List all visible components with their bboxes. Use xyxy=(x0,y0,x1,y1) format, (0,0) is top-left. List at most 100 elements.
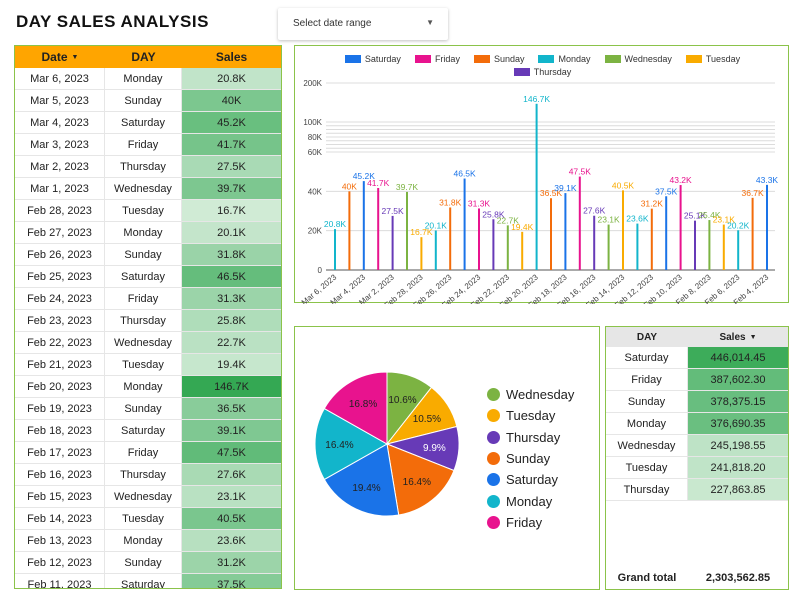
legend-item-saturday[interactable]: Saturday xyxy=(344,54,401,64)
bar[interactable] xyxy=(722,224,725,270)
legend-item-thursday[interactable]: Thursday xyxy=(513,67,571,77)
sales-cell: 23.1K xyxy=(182,486,281,507)
bar[interactable] xyxy=(550,198,552,270)
day-cell: Thursday xyxy=(105,464,182,485)
bar[interactable] xyxy=(665,196,668,270)
legend-swatch xyxy=(473,54,490,63)
legend-item-tuesday[interactable]: Tuesday xyxy=(487,405,574,426)
sales-cell: 46.5K xyxy=(182,266,281,287)
sales-cell: 245,198.55 xyxy=(688,435,788,456)
legend-item-tuesday[interactable]: Tuesday xyxy=(685,54,740,64)
sales-cell: 25.8K xyxy=(182,310,281,331)
table-row: Wednesday 245,198.55 xyxy=(606,435,788,457)
pie-slice-friday[interactable] xyxy=(323,371,388,445)
sales-cell: 446,014.45 xyxy=(688,347,788,368)
table-row: Mar 1, 2023 Wednesday 39.7K xyxy=(15,178,281,200)
day-cell: Sunday xyxy=(105,90,182,111)
bar[interactable] xyxy=(607,224,610,270)
column-header-day[interactable]: DAY xyxy=(131,50,156,64)
pie-slice-monday[interactable] xyxy=(314,407,389,481)
bar[interactable] xyxy=(708,220,711,270)
bar[interactable] xyxy=(521,231,524,270)
bar[interactable] xyxy=(391,215,394,270)
column-header-date[interactable]: Date ▼ xyxy=(15,46,105,68)
bar[interactable] xyxy=(362,181,365,270)
bar[interactable] xyxy=(694,220,696,270)
pie-slice-saturday[interactable] xyxy=(323,443,400,517)
day-cell: Wednesday xyxy=(105,178,182,199)
date-range-dropdown[interactable]: Select date range ▼ xyxy=(278,8,448,40)
sales-cell: 27.5K xyxy=(182,156,281,177)
legend-item-wednesday[interactable]: Wednesday xyxy=(487,384,574,405)
bar[interactable] xyxy=(650,208,653,270)
day-cell: Monday xyxy=(105,68,182,89)
legend-item-friday[interactable]: Friday xyxy=(487,512,574,533)
legend-dot xyxy=(487,430,500,444)
pie-slice-sunday[interactable] xyxy=(386,443,455,516)
bar[interactable] xyxy=(593,215,596,270)
bar-data-label: 23.6K xyxy=(626,214,649,224)
legend-item-friday[interactable]: Friday xyxy=(414,54,460,64)
column-header-sales[interactable]: Sales xyxy=(215,50,248,64)
table-row: Mar 6, 2023 Monday 20.8K xyxy=(15,68,281,90)
legend-dot xyxy=(487,388,500,402)
bar[interactable] xyxy=(420,237,423,270)
date-cell: Feb 18, 2023 xyxy=(15,420,105,441)
bar[interactable] xyxy=(737,230,740,270)
bar[interactable] xyxy=(751,197,754,270)
legend-dot xyxy=(487,515,500,529)
bar[interactable] xyxy=(492,219,495,270)
bar[interactable] xyxy=(478,208,480,270)
bar[interactable] xyxy=(334,229,336,270)
bar-data-label: 25.4K xyxy=(698,210,721,220)
bar-data-label: 41.7K xyxy=(367,178,390,188)
table-row: Feb 18, 2023 Saturday 39.1K xyxy=(15,420,281,442)
column-header-day[interactable]: DAY xyxy=(636,331,658,343)
legend-item-monday[interactable]: Monday xyxy=(487,490,574,511)
column-header-sales[interactable]: Sales ▼ xyxy=(688,327,788,347)
legend-item-wednesday[interactable]: Wednesday xyxy=(604,53,672,64)
bar[interactable] xyxy=(449,207,452,270)
sales-cell: 376,690.35 xyxy=(688,413,788,434)
bar[interactable] xyxy=(564,193,567,270)
bar[interactable] xyxy=(636,223,639,270)
legend-row: Thursday xyxy=(295,65,790,78)
table-row: Thursday 227,863.85 xyxy=(606,479,788,501)
sales-cell: 20.8K xyxy=(182,68,281,89)
date-cell: Mar 1, 2023 xyxy=(15,178,105,199)
bar[interactable] xyxy=(679,185,682,270)
y-tick-label: 40K xyxy=(308,187,323,196)
bar[interactable] xyxy=(535,103,538,270)
bar-data-label: 47.5K xyxy=(569,167,592,177)
table-row: Feb 13, 2023 Monday 23.6K xyxy=(15,530,281,552)
column-header-date-label: Date xyxy=(41,50,68,64)
sales-cell: 23.6K xyxy=(182,530,281,551)
bar-data-label: 31.3K xyxy=(468,198,491,208)
bar[interactable] xyxy=(406,191,408,270)
date-range-label: Select date range xyxy=(293,18,372,29)
table-row: Mar 4, 2023 Saturday 45.2K xyxy=(15,112,281,134)
bar[interactable] xyxy=(434,230,437,270)
table-row: Feb 19, 2023 Sunday 36.5K xyxy=(15,398,281,420)
legend-label: Wednesday xyxy=(624,53,672,64)
legend-item-thursday[interactable]: Thursday xyxy=(487,427,574,448)
legend-item-saturday[interactable]: Saturday xyxy=(487,469,574,490)
bar[interactable] xyxy=(463,178,466,270)
legend-item-sunday[interactable]: Sunday xyxy=(473,54,524,64)
date-cell: Feb 28, 2023 xyxy=(15,200,105,221)
bar[interactable] xyxy=(766,184,768,270)
grand-total-row: Grand total 2,303,562.85 xyxy=(606,572,788,584)
table-row: Feb 11, 2023 Saturday 37.5K xyxy=(15,574,281,588)
legend-item-monday[interactable]: Monday xyxy=(538,54,591,64)
bar[interactable] xyxy=(377,187,380,270)
grand-total-value: 2,303,562.85 xyxy=(705,572,771,584)
day-cell: Wednesday xyxy=(606,435,688,456)
bar[interactable] xyxy=(348,191,351,270)
bar[interactable] xyxy=(506,225,509,270)
legend-item-sunday[interactable]: Sunday xyxy=(487,448,574,469)
bar[interactable] xyxy=(578,176,581,270)
day-totals-table: DAY Sales ▼ Saturday 446,014.45 Friday 387,… xyxy=(605,326,789,590)
sales-cell: 241,818.20 xyxy=(688,457,788,478)
bar[interactable] xyxy=(622,190,624,270)
legend-row: Saturday Friday Sunday Monday Wednesday Tuesd… xyxy=(295,52,790,65)
